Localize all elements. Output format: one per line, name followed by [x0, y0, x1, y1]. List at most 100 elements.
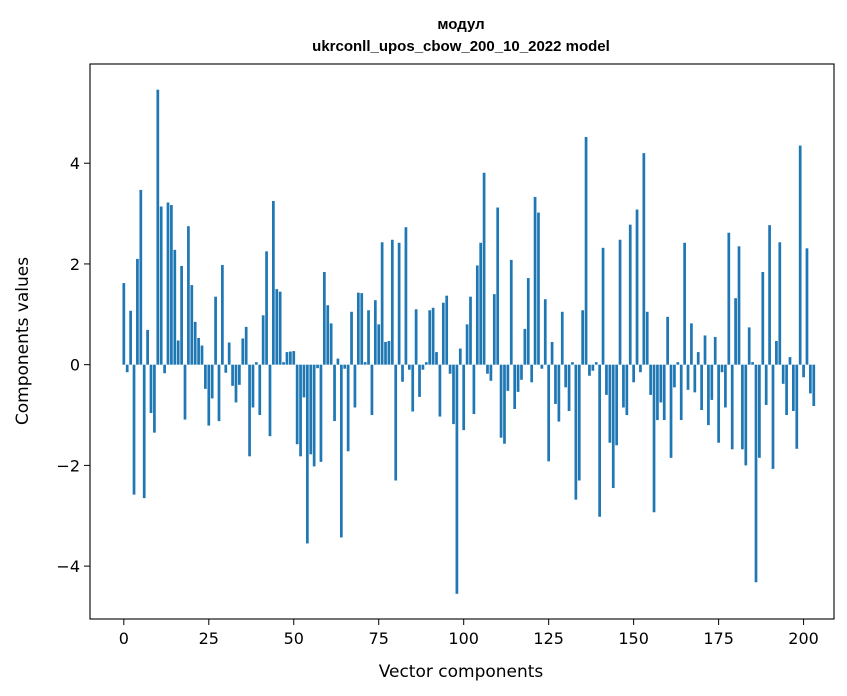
bar-154	[645, 311, 649, 365]
bar-109	[492, 294, 496, 365]
bar-197	[792, 364, 795, 411]
bar-173	[710, 364, 714, 400]
bar-108	[489, 364, 493, 381]
bar-127	[554, 364, 557, 404]
bar-68	[353, 364, 357, 408]
bar-80	[394, 364, 398, 481]
bar-98	[455, 364, 459, 594]
bar-42	[265, 251, 268, 365]
bar-95	[445, 295, 449, 365]
bar-142	[605, 364, 608, 395]
bar-38	[251, 364, 255, 408]
bar-135	[581, 310, 585, 365]
bar-169	[696, 352, 700, 365]
bar-175	[717, 364, 720, 443]
x-tick-label: 125	[533, 629, 564, 648]
bar-40	[258, 364, 262, 416]
bar-89	[424, 362, 428, 365]
bar-14	[170, 205, 173, 365]
plot-frame	[89, 63, 835, 620]
bar-198	[795, 364, 799, 449]
bar-88	[421, 364, 425, 370]
bar-124	[543, 299, 547, 365]
y-tick-label: −2	[56, 456, 80, 475]
y-tick-label: 2	[70, 255, 80, 274]
bar-11	[159, 206, 163, 365]
bar-189	[764, 364, 768, 405]
x-axis-label: Vector components	[379, 662, 544, 682]
bar-82	[401, 364, 404, 382]
bar-150	[632, 364, 635, 383]
bar-195	[785, 364, 788, 416]
y-axis-label: Components values	[13, 257, 33, 425]
bar-55	[309, 364, 313, 455]
bar-181	[737, 246, 741, 365]
bar-29	[221, 264, 224, 365]
bar-178	[727, 232, 731, 365]
bar-122	[537, 212, 540, 365]
bar-74	[373, 300, 377, 365]
bar-177	[724, 364, 727, 408]
bar-157	[656, 364, 659, 421]
bar-136	[584, 137, 588, 365]
bar-70	[360, 293, 364, 365]
bar-50	[292, 351, 296, 365]
bar-36	[244, 326, 248, 365]
bar-164	[679, 364, 683, 421]
bar-117	[520, 364, 523, 380]
bar-172	[707, 364, 710, 426]
bar-26	[210, 364, 214, 399]
bar-159	[662, 364, 666, 421]
bar-57	[316, 364, 319, 369]
bar-23	[200, 345, 204, 365]
bar-93	[438, 364, 442, 417]
bar-141	[601, 247, 605, 365]
bar-21	[193, 321, 197, 365]
bar-187	[758, 364, 761, 458]
bar-112	[503, 364, 506, 444]
bar-71	[363, 362, 367, 365]
bar-105	[479, 242, 483, 365]
bar-3	[132, 364, 136, 495]
bar-25	[207, 364, 211, 426]
bar-151	[635, 209, 639, 365]
bar-6	[142, 364, 146, 499]
bar-94	[441, 302, 445, 365]
bar-119	[526, 278, 530, 365]
bar-148	[625, 364, 629, 416]
bar-194	[781, 364, 785, 384]
bar-123	[540, 364, 544, 369]
chart-subtitle: ukrconll_upos_cbow_200_10_2022 model	[312, 38, 610, 55]
bar-7	[146, 329, 149, 365]
bar-97	[452, 364, 455, 425]
bar-83	[404, 227, 408, 365]
bar-77	[384, 342, 387, 365]
bar-63	[336, 358, 340, 365]
bar-100	[462, 364, 466, 431]
bar-202	[809, 364, 812, 394]
bar-9	[153, 364, 156, 433]
x-tick-label: 100	[448, 629, 479, 648]
bar-185	[751, 362, 754, 365]
x-tick-label: 75	[369, 629, 389, 648]
bar-44	[272, 200, 275, 365]
bar-121	[533, 196, 537, 365]
bar-90	[428, 310, 432, 365]
bar-41	[261, 315, 265, 365]
bar-176	[720, 364, 724, 373]
bar-99	[458, 348, 462, 365]
bar-160	[666, 316, 669, 365]
bar-152	[639, 364, 642, 373]
bar-118	[523, 328, 527, 365]
bar-165	[683, 242, 686, 365]
bar-92	[435, 352, 438, 365]
bar-79	[390, 239, 394, 365]
bar-192	[775, 341, 778, 365]
bar-115	[513, 364, 517, 409]
bar-18	[183, 364, 187, 420]
bar-28	[217, 364, 221, 422]
bar-33	[234, 364, 238, 403]
bar-200	[802, 364, 805, 378]
chart-title: модул	[437, 16, 484, 33]
